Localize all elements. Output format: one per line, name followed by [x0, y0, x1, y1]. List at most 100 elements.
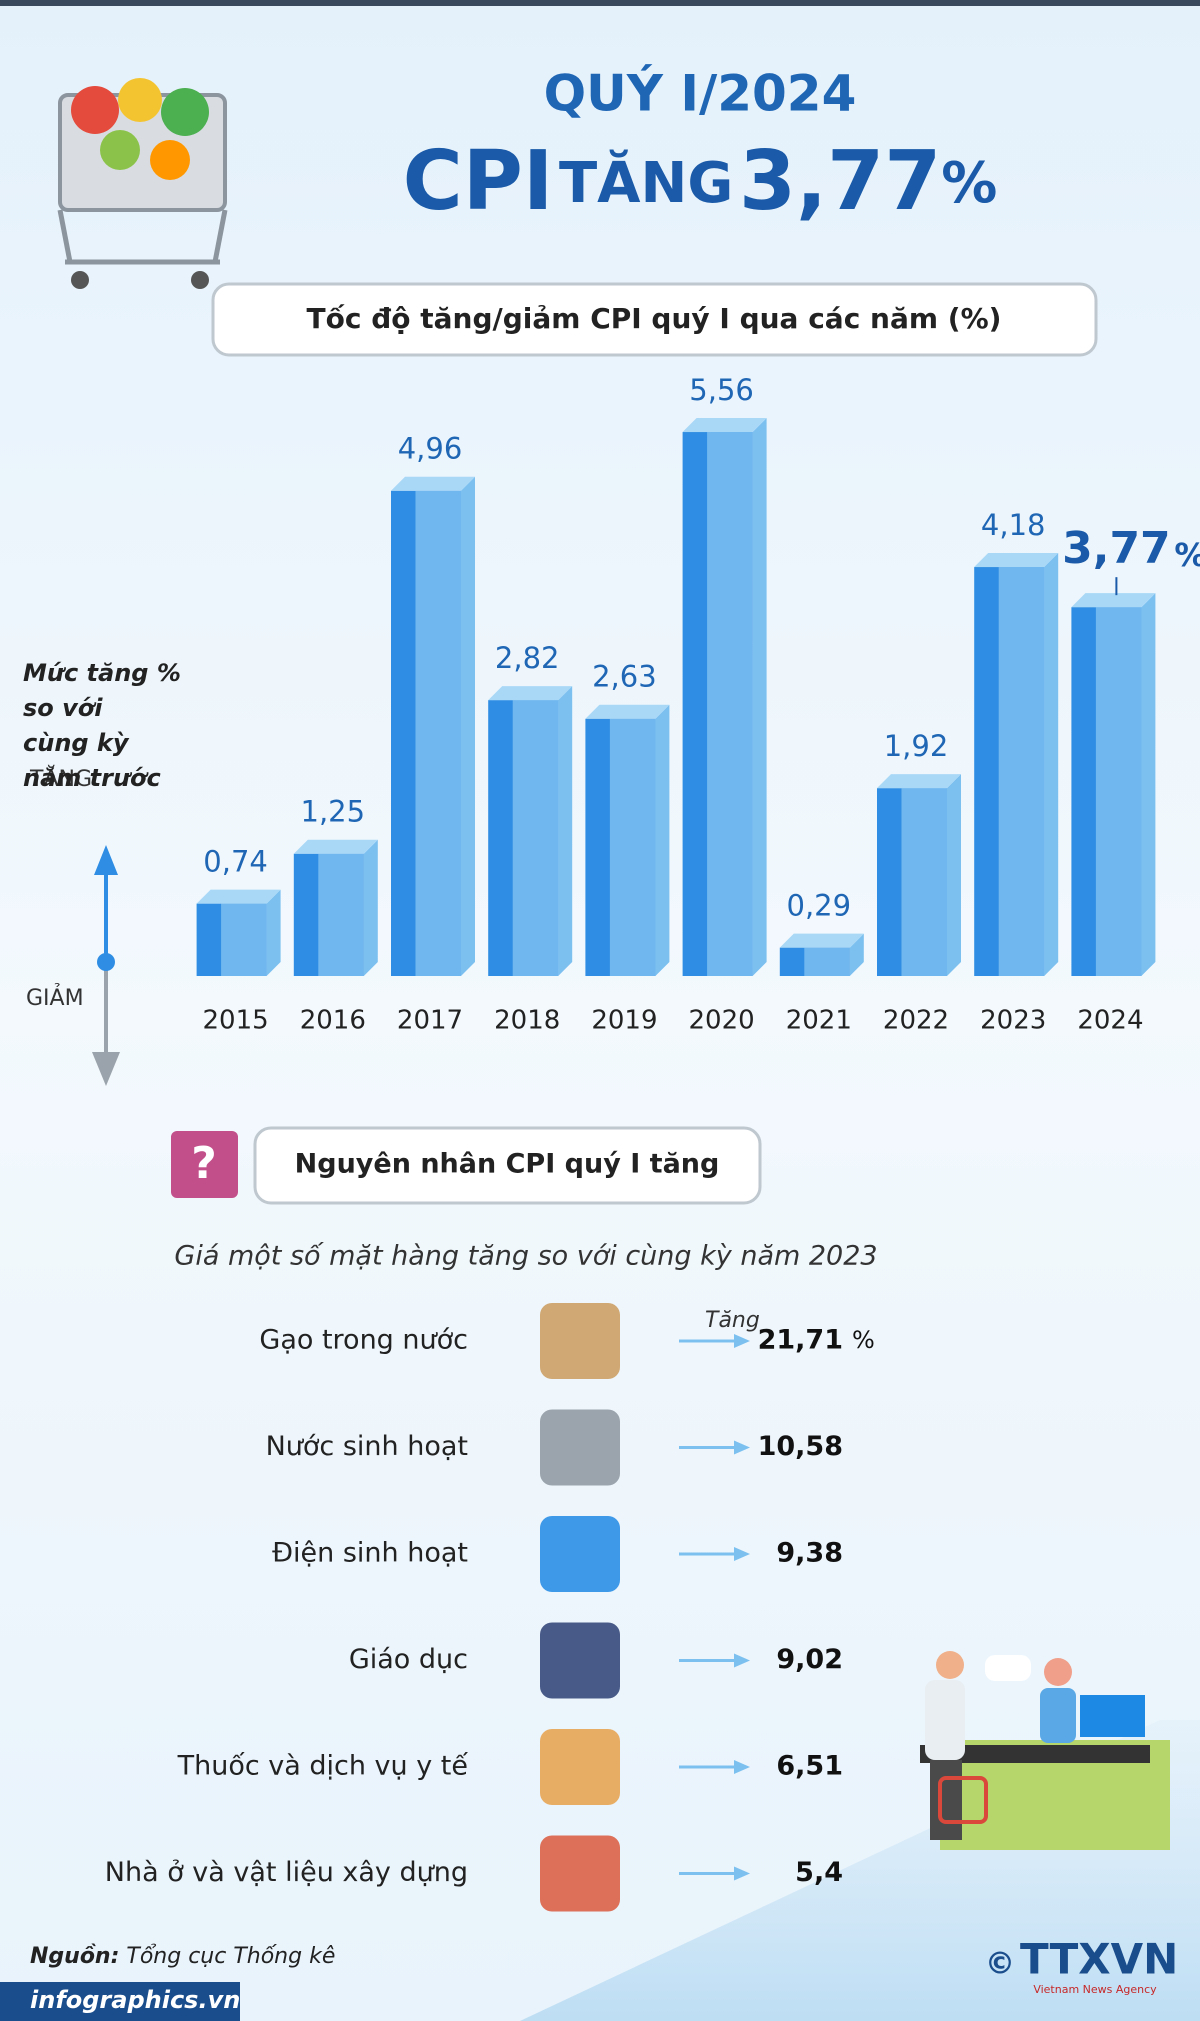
up-arrow-head [94, 845, 118, 875]
headline-verb: TĂNG [559, 150, 733, 216]
item-value: 21,71 [758, 1325, 843, 1356]
increase-label: Tăng [705, 1308, 760, 1333]
question-mark: ? [191, 1138, 217, 1189]
arrow-dot [97, 953, 115, 971]
bar-side [752, 418, 767, 977]
chart-title: Tốc độ tăng/giảm CPI quý I qua các năm (… [307, 302, 1002, 335]
item-name: Điện sinh hoạt [272, 1538, 468, 1569]
bar-side [461, 476, 475, 976]
website-band [0, 1982, 240, 2021]
x-tick-label: 2023 [980, 1006, 1046, 1036]
item-name: Nước sinh hoạt [266, 1431, 468, 1462]
bar-side [266, 889, 281, 976]
bar-top [974, 553, 1059, 568]
x-tick-label: 2022 [883, 1006, 949, 1036]
bar-highlight [804, 947, 850, 976]
value-label: 2,82 [495, 641, 560, 675]
item-icon [540, 1516, 620, 1592]
x-tick-label: 2020 [689, 1006, 755, 1036]
value-unit: % [1174, 536, 1200, 574]
x-tick-label: 2017 [397, 1006, 463, 1036]
headline: CPI TĂNG 3,77% [403, 134, 998, 229]
value-label: 0,29 [787, 889, 852, 923]
x-tick-label: 2015 [203, 1006, 269, 1036]
y-axis-label: cùng kỳ [23, 729, 130, 757]
bar-top [877, 774, 961, 789]
bar-top [196, 889, 281, 904]
agency: TTXVN [1020, 1935, 1178, 1984]
bar-side [849, 933, 864, 976]
question-icon [171, 1131, 238, 1198]
cart-illustration [57, 78, 228, 289]
bar-side [947, 774, 961, 976]
y-axis-label: so với [23, 694, 103, 722]
top-border [0, 0, 1200, 6]
up-label: TĂNG [29, 765, 92, 792]
value-label: 4,18 [981, 508, 1046, 542]
item-unit: % [852, 1326, 875, 1354]
bar-top [779, 933, 864, 948]
item-name: Giáo dục [349, 1644, 468, 1675]
bar-top [585, 704, 670, 719]
bar-top [488, 686, 573, 701]
bar-highlight [609, 718, 656, 976]
bar-highlight [415, 490, 461, 976]
bar-side [363, 839, 378, 976]
item-icon [540, 1409, 620, 1486]
item-icon [540, 1835, 620, 1912]
item-arrow-head [734, 1334, 750, 1348]
bar-highlight [901, 788, 947, 976]
item-name: Gạo trong nước [259, 1325, 468, 1356]
value-label: 0,74 [203, 845, 268, 879]
bar-side [558, 686, 573, 976]
bar-highlight [221, 903, 267, 976]
bar-highlight [318, 853, 364, 976]
x-tick-label: 2019 [591, 1006, 657, 1036]
item-name: Thuốc và dịch vụ y tế [177, 1751, 469, 1782]
value-label: 2,63 [592, 660, 657, 694]
bar-highlight [1095, 607, 1142, 976]
y-axis-label: Mức tăng % [23, 659, 181, 687]
value-label: 1,25 [301, 795, 366, 829]
source-label: Nguồn: [30, 1944, 119, 1969]
source-name: Tổng cục Thống kê [126, 1944, 335, 1969]
bar-side [1044, 553, 1059, 976]
value-label: 1,92 [884, 729, 949, 763]
item-arrow-head [734, 1653, 750, 1668]
item-icon [540, 1729, 620, 1805]
agency-sub: Vietnam News Agency [1033, 1983, 1157, 1996]
source: Nguồn: Tổng cục Thống kê [30, 1944, 335, 1969]
causes-title: Nguyên nhân CPI quý I tăng [295, 1149, 720, 1180]
bar-top [391, 476, 475, 491]
item-arrow-head [734, 1440, 750, 1455]
bar-highlight [707, 432, 753, 977]
item-value: 9,38 [776, 1538, 843, 1569]
value-label: 5,56 [689, 373, 754, 407]
item-arrow-head [734, 1866, 750, 1881]
item-value: 10,58 [758, 1431, 843, 1462]
item-value: 6,51 [776, 1751, 843, 1782]
item-arrow-head [734, 1547, 750, 1561]
headline-main: CPI [403, 134, 554, 229]
y-axis-label: năm trước [23, 764, 161, 792]
value-label: 4,96 [398, 432, 463, 466]
bar-side [1141, 593, 1156, 976]
bar-side [655, 704, 670, 976]
bar-top [1071, 593, 1156, 608]
item-arrow-head [734, 1760, 750, 1774]
x-tick-label: 2016 [300, 1006, 366, 1036]
item-icon [540, 1622, 620, 1699]
chart-title-box [211, 282, 1098, 357]
item-icon [540, 1303, 620, 1379]
bar-highlight [512, 700, 559, 976]
x-tick-label: 2024 [1077, 1006, 1143, 1036]
item-value: 9,02 [776, 1644, 843, 1675]
x-tick-label: 2021 [786, 1006, 852, 1036]
causes-subtitle: Giá một số mặt hàng tăng so với cùng kỳ … [174, 1241, 877, 1272]
headline-value: 3,77 [739, 134, 941, 229]
website: infographics.vn [30, 1986, 240, 2014]
period: QUÝ I/2024 [544, 64, 857, 123]
item-name: Nhà ở và vật liệu xây dựng [105, 1857, 468, 1888]
